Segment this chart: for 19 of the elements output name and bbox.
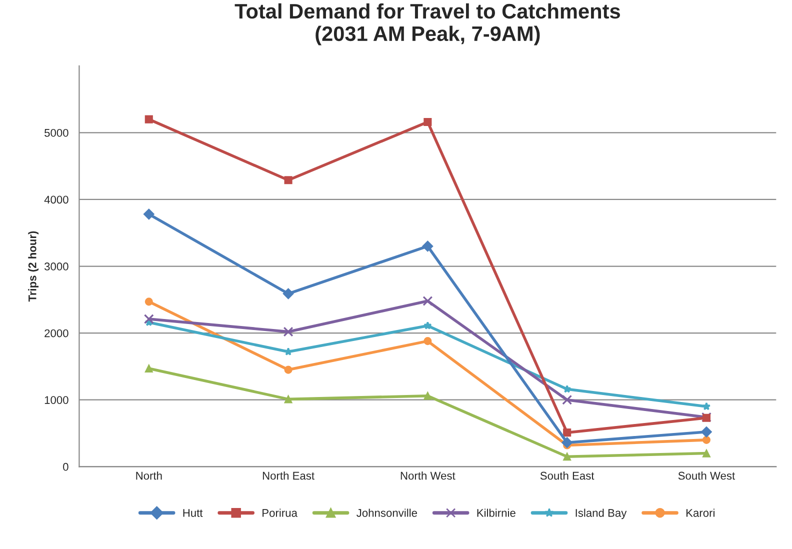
y-tick-label: 2000 [44, 329, 68, 338]
x-tick-label: North West [400, 472, 456, 480]
legend-label: Porirua [262, 508, 298, 517]
x-tick-label: North [136, 472, 162, 480]
legend-label: Hutt [183, 509, 203, 517]
x-tick-label: South East [540, 472, 594, 480]
legend-label: Johnsonville [356, 508, 418, 517]
x-tick-label: South West [678, 472, 735, 480]
y-tick-label: 5000 [44, 128, 68, 137]
y-axis-title: Trips (2 hour) [28, 231, 39, 302]
y-tick-label: 1000 [44, 396, 68, 404]
y-tick-label: 3000 [44, 262, 68, 270]
legend-label: Island Bay [576, 508, 627, 520]
y-tick-label: 0 [63, 462, 68, 471]
chart-title: Total Demand for Travel to Catchments (2031 AM Peak, 7-9AM) [234, 3, 620, 46]
legend-label: Karori [686, 508, 714, 517]
x-tick-label: North East [262, 472, 314, 480]
legend-label: Kilbirnie [477, 508, 516, 517]
y-tick-label: 4000 [44, 196, 68, 204]
